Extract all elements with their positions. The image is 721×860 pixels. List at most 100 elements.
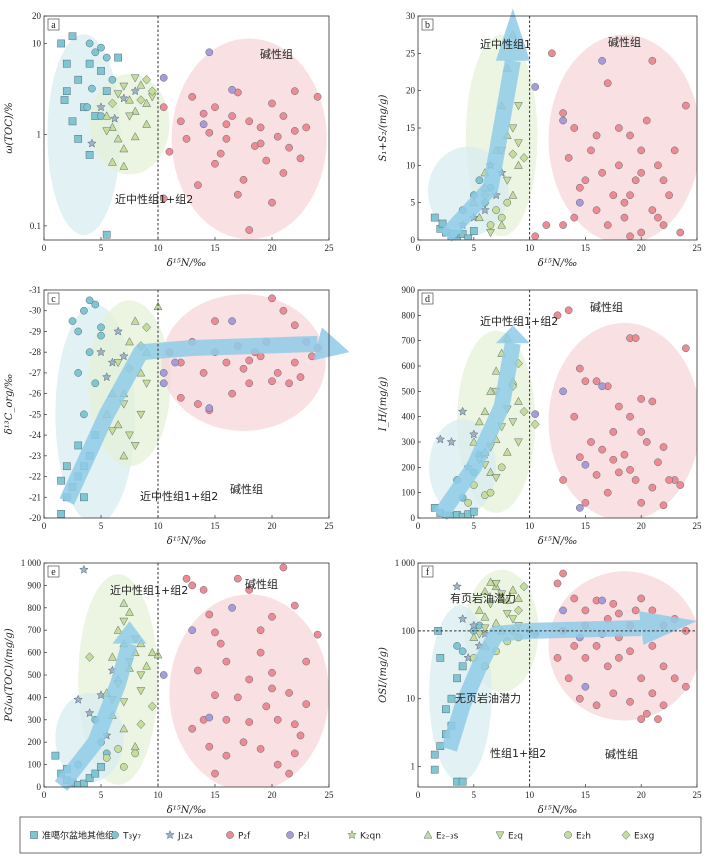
data-point <box>211 103 219 112</box>
data-point <box>531 83 540 91</box>
data-point <box>256 626 265 635</box>
data-point <box>239 364 248 373</box>
data-point <box>142 98 152 107</box>
y-tick-label: 600 <box>402 361 416 371</box>
data-point <box>570 124 579 132</box>
data-point <box>631 476 640 484</box>
y-tick-label: -26 <box>29 389 41 399</box>
data-point <box>592 471 601 479</box>
data-point <box>603 662 612 671</box>
x-tick-label: 10 <box>525 521 535 531</box>
y-axis-label: ω(TOC)/% <box>4 102 15 153</box>
data-point <box>670 146 679 155</box>
chart-panel-b: b 0 5 10 15 20 25 0 5 10 15 20 25 30 δ¹⁵N/‰ S₁+S₂/(mg/g… <box>378 8 702 269</box>
data-point <box>637 395 646 403</box>
y-tick-label: -23 <box>29 451 41 461</box>
data-point <box>130 86 140 96</box>
data-point <box>91 769 100 778</box>
data-point <box>519 581 529 592</box>
data-point <box>502 447 512 456</box>
data-point <box>469 632 479 641</box>
data-point <box>262 156 271 165</box>
data-point <box>147 647 157 657</box>
y-tick-label: 10 <box>32 38 42 48</box>
data-point <box>228 603 236 612</box>
data-point <box>559 476 567 484</box>
x-tick-label: 15 <box>211 790 221 800</box>
data-point <box>654 458 662 467</box>
data-point <box>648 397 657 406</box>
data-point <box>102 127 112 136</box>
x-tick-label: 5 <box>472 790 477 800</box>
x-tick-label: 0 <box>416 521 421 531</box>
data-point <box>430 213 439 222</box>
data-point <box>480 586 490 595</box>
data-point <box>279 112 288 120</box>
data-point <box>62 87 71 95</box>
data-point <box>681 344 690 353</box>
data-point <box>113 359 123 368</box>
x-axis-label: δ¹⁵N/‰ <box>538 258 578 269</box>
data-point <box>176 393 185 402</box>
y-axis-label: I_H/(mg/g) <box>378 377 389 433</box>
data-point <box>130 74 140 83</box>
y-tick-label: 1 000 <box>21 558 42 568</box>
y-axis-label: OSI/(mg/g) <box>378 647 389 703</box>
data-point <box>474 605 484 614</box>
data-point <box>101 371 112 382</box>
x-tick-label: 25 <box>693 790 703 800</box>
x-tick-label: 20 <box>268 521 278 531</box>
data-point <box>290 601 299 610</box>
data-point <box>142 119 152 128</box>
data-point <box>239 738 248 747</box>
data-point <box>592 377 601 386</box>
group-ellipse <box>47 34 121 235</box>
data-point <box>598 382 606 391</box>
y-tick-label: 900 <box>402 285 416 295</box>
data-point <box>83 103 92 112</box>
data-point <box>222 751 231 760</box>
data-point <box>296 154 305 163</box>
region-label: 近中性组1 <box>480 37 531 51</box>
legend-label: E₂q <box>508 832 523 842</box>
region-label: 有页岩油潜力 <box>450 591 516 605</box>
data-point <box>228 317 236 325</box>
group-ellipse <box>548 34 697 240</box>
x-tick-label: 10 <box>525 790 535 800</box>
data-point <box>113 326 123 336</box>
data-point <box>256 123 265 132</box>
data-point <box>620 213 629 222</box>
data-point <box>136 80 146 89</box>
data-point <box>637 428 646 436</box>
region-label: 碱性组 <box>230 482 263 496</box>
data-point <box>279 563 288 572</box>
data-point <box>575 453 584 462</box>
x-tick-label: 15 <box>211 243 221 253</box>
data-point <box>142 379 152 388</box>
y-tick-label: -29 <box>29 326 41 336</box>
data-point <box>514 160 523 169</box>
legend-marker <box>495 831 505 840</box>
data-point <box>603 221 612 229</box>
region-label: 碱性组 <box>590 300 623 314</box>
data-point <box>113 420 123 429</box>
data-point <box>80 779 88 787</box>
data-point <box>188 724 197 733</box>
data-point <box>85 652 95 662</box>
data-point <box>480 612 490 621</box>
data-point <box>222 358 231 367</box>
data-point <box>228 85 236 94</box>
data-point <box>296 731 305 740</box>
data-point <box>469 429 479 439</box>
data-point <box>102 230 111 239</box>
data-point <box>114 745 122 753</box>
data-point <box>609 455 618 464</box>
data-point <box>626 697 634 706</box>
data-point <box>491 474 501 483</box>
data-point <box>681 101 690 110</box>
data-point <box>575 364 584 373</box>
data-point <box>457 406 468 416</box>
data-point <box>458 777 467 786</box>
y-tick-label: 1 <box>37 130 42 140</box>
data-point <box>205 128 214 137</box>
